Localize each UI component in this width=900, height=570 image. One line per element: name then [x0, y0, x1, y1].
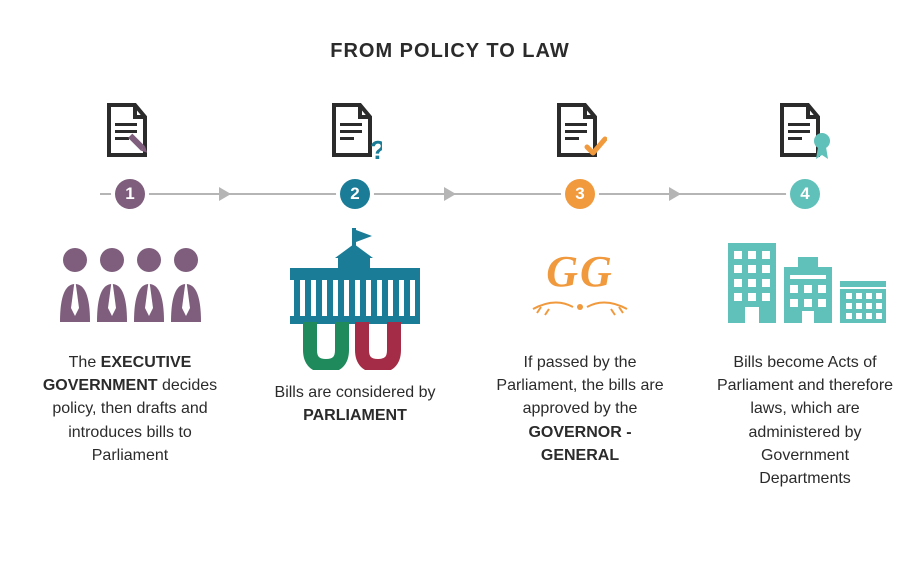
step-4-description: Bills become Acts of Parliament and ther…: [710, 351, 900, 490]
flow-arrow-3: [669, 187, 681, 201]
step-number-3: 3: [565, 179, 595, 209]
document-check-icon: [553, 103, 607, 168]
main-title: FROM POLICY TO LAW: [0, 40, 900, 63]
executive-people-icon: [45, 223, 215, 343]
step-number-4: 4: [790, 179, 820, 209]
document-ribbon-icon: [776, 103, 834, 168]
flow-container: 1 The EXECUTIVE GOVERNMENT decides polic…: [0, 93, 900, 513]
step-3-description: If passed by the Parliament, the bills a…: [485, 351, 675, 467]
svg-text:?: ?: [370, 135, 382, 163]
flow-arrow-1: [219, 187, 231, 201]
flow-arrow-2: [444, 187, 456, 201]
step-1-description: The EXECUTIVE GOVERNMENT decides policy,…: [35, 351, 225, 467]
document-edit-icon: [103, 103, 157, 168]
parliament-building-icon: [270, 223, 440, 373]
step-number-2: 2: [340, 179, 370, 209]
governor-general-icon: GG: [495, 223, 665, 343]
step-number-1: 1: [115, 179, 145, 209]
step-2-description: Bills are considered by PARLIAMENT: [260, 381, 450, 427]
buildings-icon: [720, 223, 890, 343]
document-question-icon: ?: [328, 103, 382, 168]
